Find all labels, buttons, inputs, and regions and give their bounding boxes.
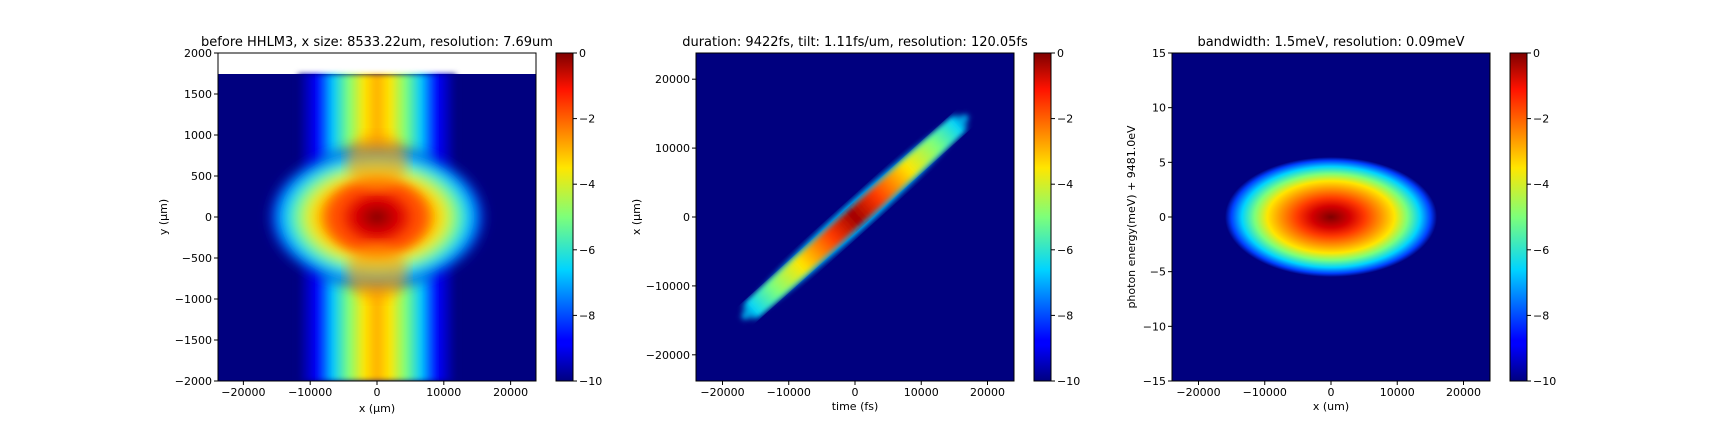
panel-1-colorbar: 0 −2 −4 −6 −8 −10 <box>555 47 602 388</box>
colorbar-tick-label: −8 <box>1057 309 1073 322</box>
panel-3-colorbar: 0 −2 −4 −6 −8 −10 <box>1509 47 1556 388</box>
x-tick-label: 10000 <box>426 386 461 399</box>
colorbar-tick-label: −10 <box>1533 375 1556 388</box>
y-tick-label: −500 <box>182 252 212 265</box>
panel-2-xlabel: time (fs) <box>832 400 879 413</box>
panel-1-heatmap <box>218 53 536 381</box>
colorbar-tick-label: −4 <box>1533 178 1549 191</box>
panel-2-heatmap <box>696 53 1014 381</box>
colorbar-tick-label: −6 <box>579 244 595 257</box>
colorbar-tick-label: −2 <box>1057 113 1073 126</box>
colorbar-tick-label: −6 <box>1533 244 1549 257</box>
panel-2: duration: 9422fs, tilt: 1.11fs/um, resol… <box>630 35 1080 413</box>
x-tick-label: 10000 <box>904 386 939 399</box>
panel-1-ylabel: y (μm) <box>157 199 170 235</box>
colorbar-tick-label: −4 <box>1057 178 1073 191</box>
panel-3-axes: −20000 −10000 0 10000 20000 −15 −10 −5 0 5 10 15 <box>1143 47 1481 399</box>
y-tick-label: 0 <box>1159 211 1166 224</box>
colorbar-tick-label: 0 <box>1533 47 1540 60</box>
y-tick-label: 10 <box>1152 102 1166 115</box>
y-tick-label: 0 <box>683 211 690 224</box>
panel-3-ylabel: photon energy(meV) + 9481.0eV <box>1125 125 1138 309</box>
x-tick-label: 0 <box>374 386 381 399</box>
panel-2-title: duration: 9422fs, tilt: 1.11fs/um, resol… <box>682 35 1028 50</box>
y-tick-label: 0 <box>205 211 212 224</box>
colorbar-tick-label: −6 <box>1057 244 1073 257</box>
x-tick-label: −10000 <box>288 386 332 399</box>
x-tick-label: −10000 <box>1243 386 1287 399</box>
colorbar-tick-label: −10 <box>1057 375 1080 388</box>
colorbar-tick-label: 0 <box>579 47 586 60</box>
y-tick-label: −15 <box>1143 375 1166 388</box>
colorbar-tick-label: −8 <box>1533 309 1549 322</box>
y-tick-label: −5 <box>1150 266 1166 279</box>
colorbar-tick-label: 0 <box>1057 47 1064 60</box>
panel-3: bandwidth: 1.5meV, resolution: 0.09meV −… <box>1125 35 1556 413</box>
y-tick-label: 5 <box>1159 156 1166 169</box>
x-tick-label: 10000 <box>1380 386 1415 399</box>
colorbar-tick-label: −8 <box>579 309 595 322</box>
y-tick-label: −1000 <box>175 293 212 306</box>
y-tick-label: 15 <box>1152 47 1166 60</box>
panel-3-xlabel: x (um) <box>1313 400 1349 413</box>
y-tick-label: −10000 <box>646 280 690 293</box>
y-tick-label: 2000 <box>184 47 212 60</box>
x-tick-label: −20000 <box>221 386 265 399</box>
y-tick-label: −2000 <box>175 375 212 388</box>
panel-1-axes: −20000 −10000 0 10000 20000−2000−1500−1000−5… <box>175 47 528 399</box>
y-tick-label: −1500 <box>175 334 212 347</box>
x-tick-label: 20000 <box>1446 386 1481 399</box>
y-tick-label: 1500 <box>184 88 212 101</box>
y-tick-label: 10000 <box>655 142 690 155</box>
panel-3-heatmap <box>1172 53 1490 381</box>
colorbar-tick-label: −2 <box>1533 113 1549 126</box>
panel-3-title: bandwidth: 1.5meV, resolution: 0.09meV <box>1197 35 1464 50</box>
colorbar-tick-label: −10 <box>579 375 602 388</box>
panel-2-axes: −20000 −10000 0 10000 20000 −20000 −10000 0 1000… <box>646 73 1005 399</box>
panel-2-ylabel: x (μm) <box>630 199 643 235</box>
panel-2-colorbar: 0 −2 −4 −6 −8 −10 <box>1033 47 1080 388</box>
x-tick-label: −10000 <box>767 386 811 399</box>
y-tick-label: 20000 <box>655 73 690 86</box>
panel-1: before HHLM3, x size: 8533.22um, resolut… <box>157 35 602 415</box>
y-tick-label: 1000 <box>184 129 212 142</box>
y-tick-label: 500 <box>191 170 212 183</box>
x-tick-label: 0 <box>1328 386 1335 399</box>
panel-1-xlabel: x (μm) <box>359 402 395 415</box>
x-tick-label: 20000 <box>970 386 1005 399</box>
y-tick-label: −20000 <box>646 349 690 362</box>
x-tick-label: 0 <box>852 386 859 399</box>
x-tick-label: −20000 <box>1176 386 1220 399</box>
y-tick-label: −10 <box>1143 320 1166 333</box>
x-tick-label: 20000 <box>493 386 528 399</box>
panel-1-title: before HHLM3, x size: 8533.22um, resolut… <box>201 35 553 50</box>
colorbar-tick-label: −4 <box>579 178 595 191</box>
colorbar-tick-label: −2 <box>579 113 595 126</box>
x-tick-label: −20000 <box>700 386 744 399</box>
